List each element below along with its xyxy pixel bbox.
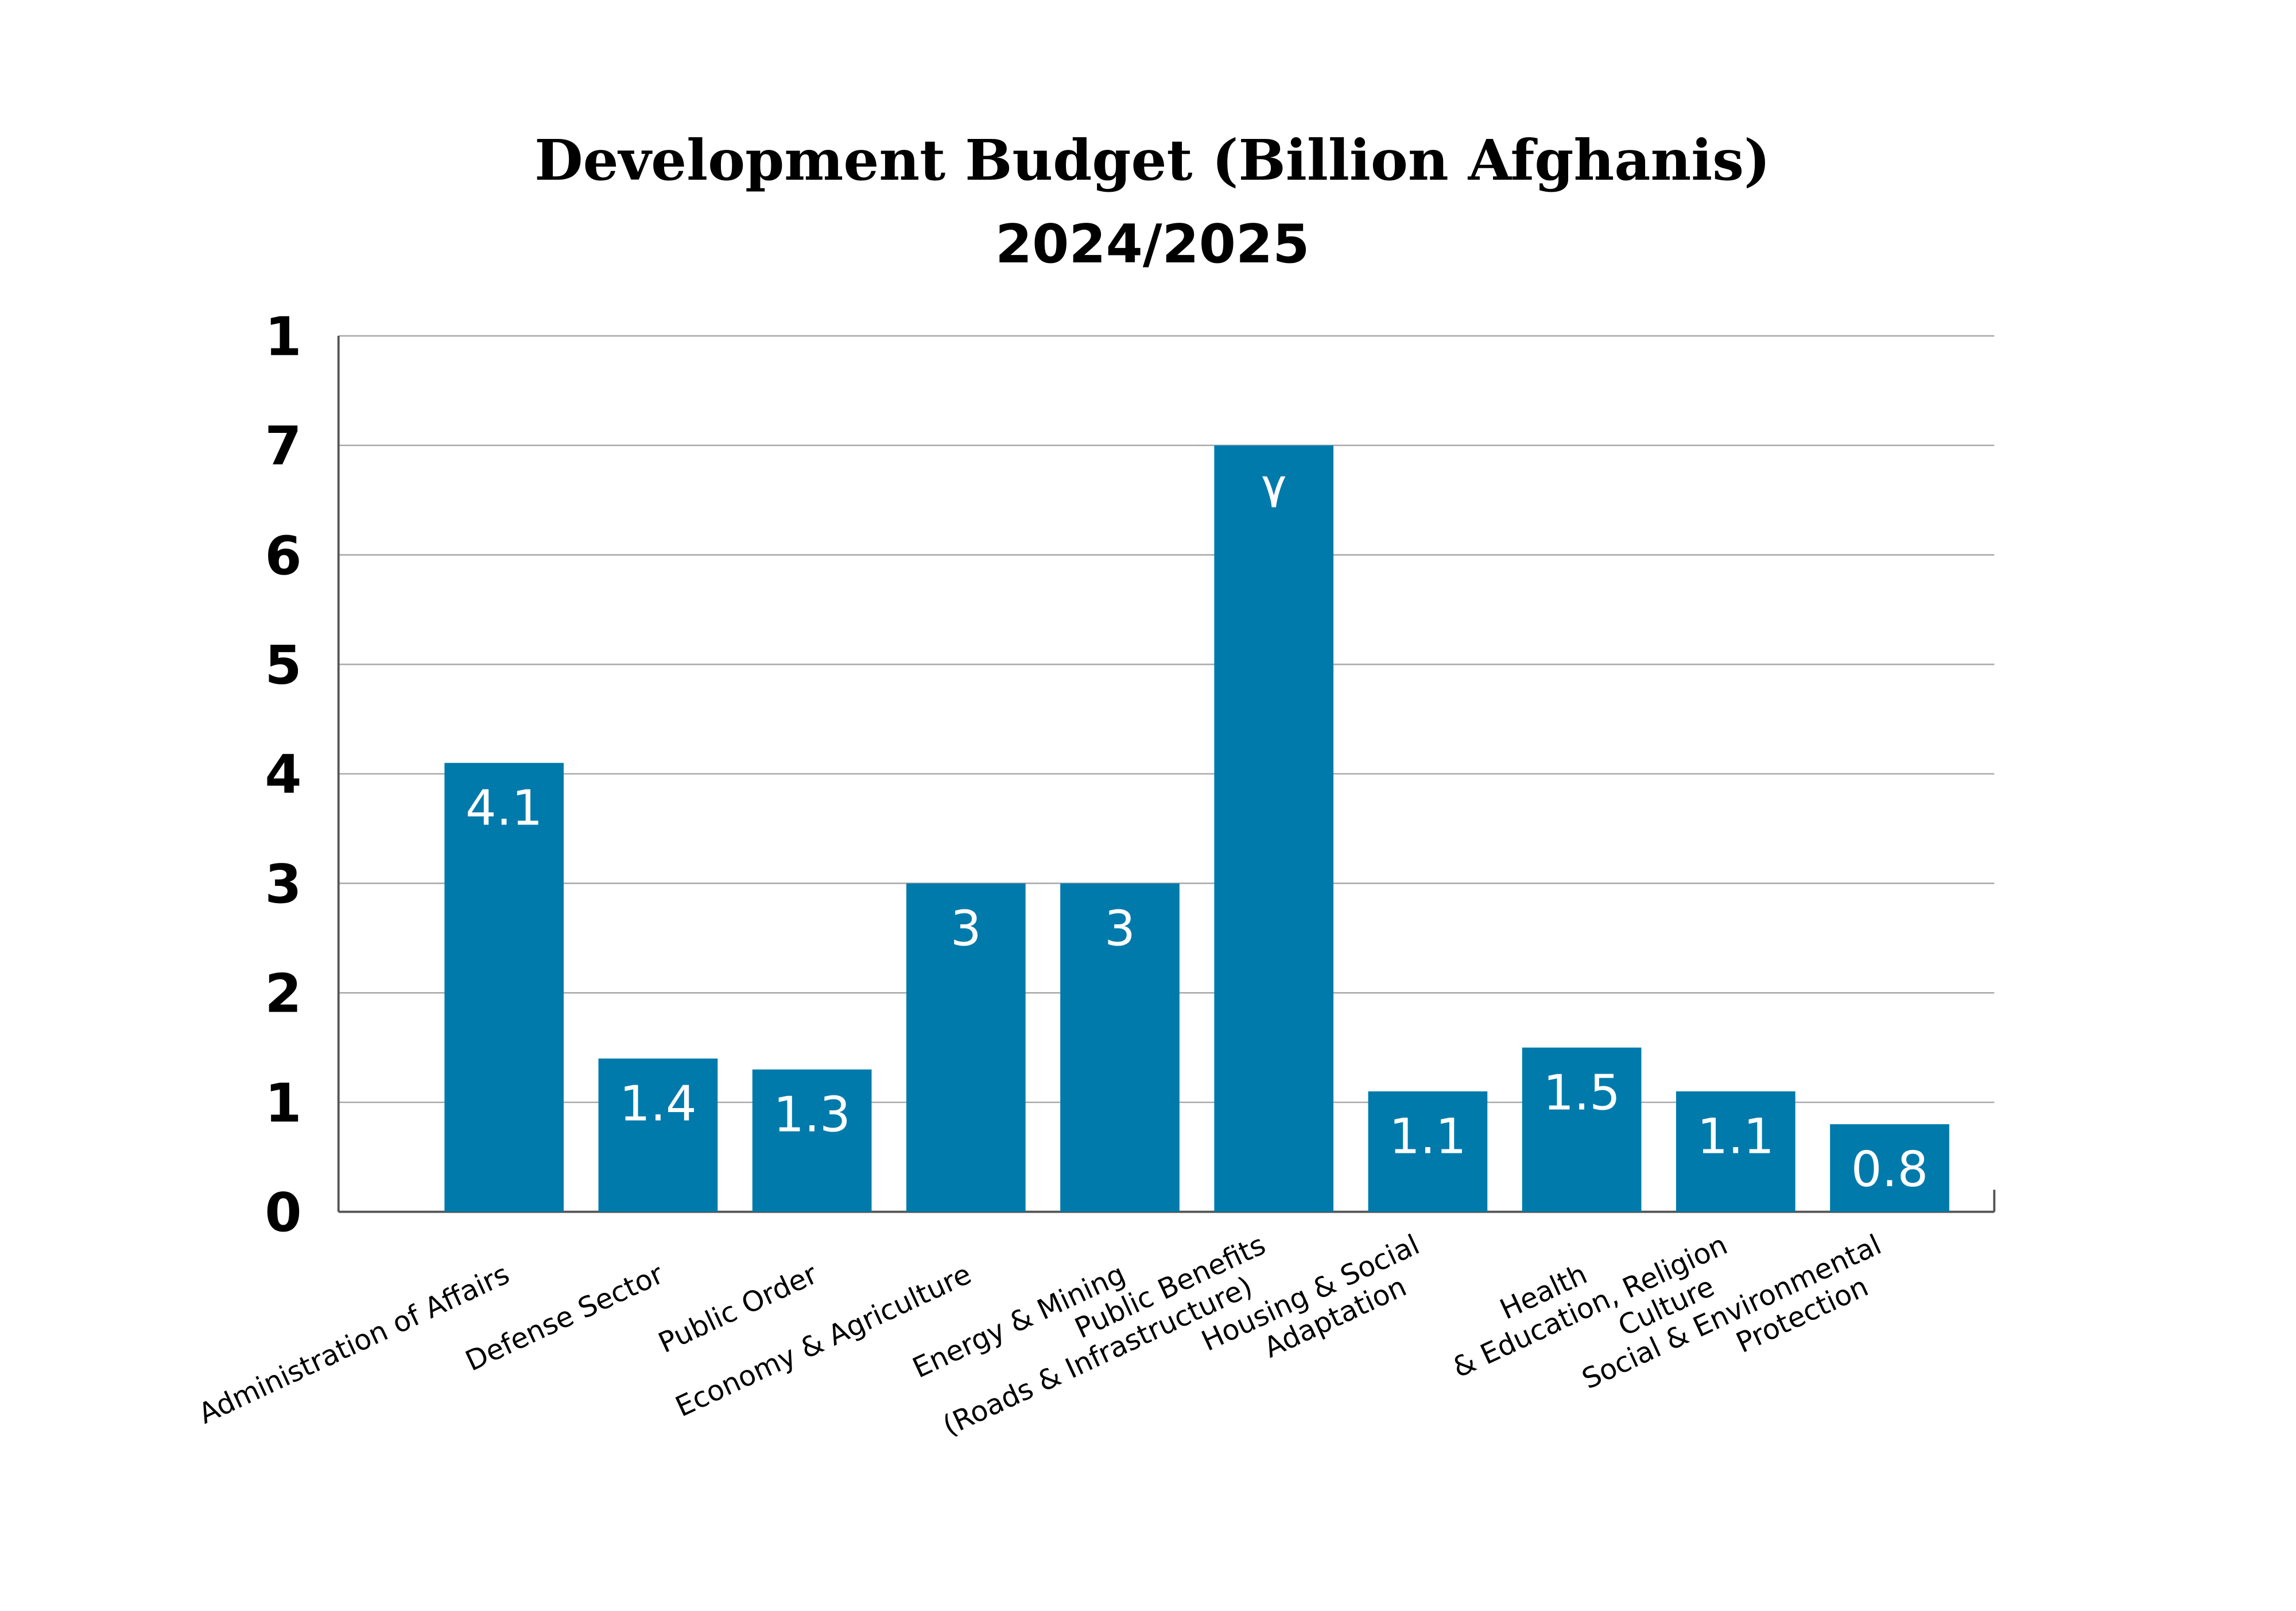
data-label: 3 xyxy=(951,900,982,956)
bar xyxy=(598,1058,718,1212)
data-label: 1.1 xyxy=(1389,1108,1467,1165)
data-label: 3 xyxy=(1104,900,1135,956)
bar xyxy=(1522,1047,1642,1212)
chart-title: Development Budget (Billion Afghanis) xyxy=(534,127,1770,193)
bar xyxy=(1676,1091,1795,1212)
bar xyxy=(444,762,564,1212)
data-label: 4.1 xyxy=(466,779,543,836)
data-label: 1.3 xyxy=(773,1086,851,1143)
y-tick-label: 6 xyxy=(265,525,301,587)
bar xyxy=(752,1069,872,1212)
y-tick-label: 2 xyxy=(265,963,301,1025)
data-label: 1.5 xyxy=(1543,1064,1620,1121)
y-tick-label: 1 xyxy=(265,1072,301,1134)
bar xyxy=(1060,883,1180,1212)
y-tick-label: 7 xyxy=(265,415,301,477)
data-label: 1.4 xyxy=(619,1075,697,1132)
bar xyxy=(1830,1124,1949,1212)
y-tick-label: 3 xyxy=(265,853,301,915)
bar xyxy=(1214,445,1334,1212)
y-tick-label: 4 xyxy=(265,743,301,806)
bar xyxy=(1368,1091,1488,1212)
data-label: ٧ xyxy=(1261,462,1287,518)
data-label: 0.8 xyxy=(1851,1141,1929,1198)
y-tick-label: 5 xyxy=(265,634,301,696)
bar xyxy=(906,883,1026,1212)
y-tick-label: 0 xyxy=(265,1182,301,1244)
y-tick-label: 1 xyxy=(265,305,301,367)
chart-subtitle: 2024/2025 xyxy=(995,213,1309,275)
data-label: 1.1 xyxy=(1697,1108,1775,1165)
